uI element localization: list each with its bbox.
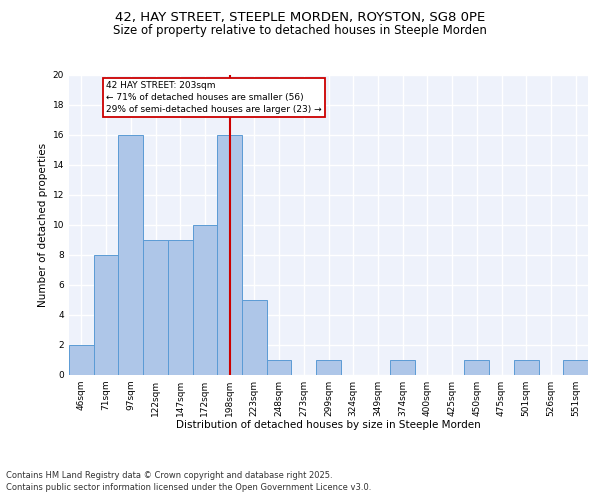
Bar bbox=[563, 360, 588, 375]
Bar bbox=[143, 240, 168, 375]
Bar bbox=[267, 360, 292, 375]
Bar bbox=[217, 135, 242, 375]
Bar bbox=[94, 255, 118, 375]
Bar bbox=[69, 345, 94, 375]
Bar bbox=[514, 360, 539, 375]
Text: 42 HAY STREET: 203sqm
← 71% of detached houses are smaller (56)
29% of semi-deta: 42 HAY STREET: 203sqm ← 71% of detached … bbox=[106, 81, 322, 114]
Bar bbox=[118, 135, 143, 375]
Text: 42, HAY STREET, STEEPLE MORDEN, ROYSTON, SG8 0PE: 42, HAY STREET, STEEPLE MORDEN, ROYSTON,… bbox=[115, 11, 485, 24]
Text: Size of property relative to detached houses in Steeple Morden: Size of property relative to detached ho… bbox=[113, 24, 487, 37]
Text: Contains public sector information licensed under the Open Government Licence v3: Contains public sector information licen… bbox=[6, 484, 371, 492]
Bar bbox=[316, 360, 341, 375]
Bar bbox=[168, 240, 193, 375]
Bar bbox=[464, 360, 489, 375]
Bar bbox=[193, 225, 217, 375]
Bar bbox=[390, 360, 415, 375]
X-axis label: Distribution of detached houses by size in Steeple Morden: Distribution of detached houses by size … bbox=[176, 420, 481, 430]
Y-axis label: Number of detached properties: Number of detached properties bbox=[38, 143, 49, 307]
Bar bbox=[242, 300, 267, 375]
Text: Contains HM Land Registry data © Crown copyright and database right 2025.: Contains HM Land Registry data © Crown c… bbox=[6, 471, 332, 480]
